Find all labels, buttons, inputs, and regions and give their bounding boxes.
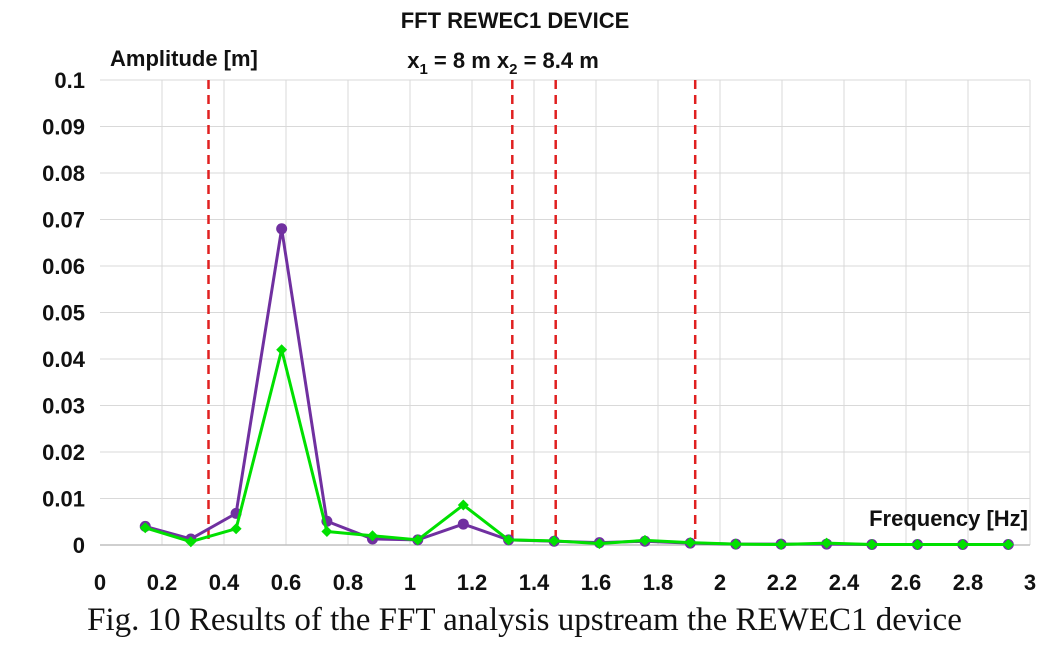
chart-subtitle: x1 = 8 m x2 = 8.4 m <box>407 48 599 78</box>
x-tick-label: 1.2 <box>457 570 488 595</box>
series-2-point <box>412 534 424 546</box>
x-tick-label: 1.8 <box>643 570 674 595</box>
x2-value: = 8.4 m <box>517 48 598 73</box>
y-tick-label: 0.1 <box>54 68 85 93</box>
red-dashed-markers <box>207 80 697 545</box>
x2-symbol: x <box>497 48 510 73</box>
series-2-point <box>139 522 151 534</box>
series-2-point <box>866 539 878 551</box>
y-tick-label: 0.08 <box>42 161 85 186</box>
y-tick-label: 0.05 <box>42 301 85 326</box>
x-tick-label: 0.2 <box>147 570 178 595</box>
x-tick-label: 1.4 <box>519 570 550 595</box>
x-tick-label: 1.6 <box>581 570 612 595</box>
series-2-point <box>639 534 651 546</box>
series-2-point <box>911 539 923 551</box>
series-1-point <box>457 518 469 530</box>
x-tick-label: 3 <box>1024 570 1036 595</box>
series-2-point <box>684 537 696 549</box>
series-2-point <box>775 539 787 551</box>
x1-value: = 8 m <box>428 48 497 73</box>
y-tick-labels: 0 0.01 0.02 0.03 0.04 0.05 0.06 0.07 0.08 0.09 0.1 <box>42 68 86 558</box>
chart-title: FFT REWEC1 DEVICE <box>401 8 630 33</box>
series-1-point <box>276 223 288 235</box>
series-2-point <box>957 539 969 551</box>
fft-chart: 0 0.01 0.02 0.03 0.04 0.05 0.06 0.07 0.08 0.09 0.1… <box>42 8 1036 595</box>
y-tick-label: 0.09 <box>42 115 85 140</box>
series-2-point <box>593 538 605 550</box>
series-2-point <box>366 530 378 542</box>
x-tick-label: 2.6 <box>891 570 922 595</box>
x-tick-label: 0 <box>94 570 106 595</box>
x-tick-label: 2.2 <box>767 570 798 595</box>
y-tick-label: 0.06 <box>42 254 85 279</box>
x-tick-label: 2 <box>714 570 726 595</box>
figure-caption: Fig. 10 Results of the FFT analysis upst… <box>87 602 962 638</box>
y-tick-label: 0.03 <box>42 394 85 419</box>
series-2-line <box>144 348 1009 547</box>
series-group <box>139 223 1014 551</box>
x-tick-labels: 0 0.2 0.4 0.6 0.8 1 1.2 1.4 1.6 1.8 2 2.2 2.4 2.6 2.8 3 <box>94 570 1036 595</box>
series-2-point <box>1002 539 1014 551</box>
x-axis-label: Frequency [Hz] <box>869 506 1028 531</box>
y-axis-label: Amplitude [m] <box>110 46 258 71</box>
series-2-point <box>730 538 742 550</box>
x1-symbol: x <box>407 48 420 73</box>
x1-subscript: 1 <box>419 61 427 78</box>
y-tick-label: 0.02 <box>42 440 85 465</box>
series-2-point <box>548 535 560 547</box>
y-tick-label: 0.04 <box>42 347 86 372</box>
grid-lines <box>100 79 1031 545</box>
x2-subscript: 2 <box>509 61 517 78</box>
series-2-point <box>821 537 833 549</box>
series-2-point <box>230 523 242 535</box>
x-tick-label: 0.4 <box>209 570 240 595</box>
x-tick-label: 2.4 <box>829 570 860 595</box>
x-tick-label: 1 <box>404 570 416 595</box>
series-1-line <box>144 227 1009 547</box>
series-2-point <box>276 344 288 356</box>
y-tick-label: 0.01 <box>42 487 85 512</box>
series-2-point <box>185 536 197 548</box>
series-2-point <box>503 534 515 546</box>
x-tick-label: 2.8 <box>953 570 984 595</box>
series-2-point <box>457 499 469 511</box>
x-tick-label: 0.6 <box>271 570 302 595</box>
series-2-point <box>321 526 333 538</box>
x-tick-label: 0.8 <box>333 570 364 595</box>
y-tick-label: 0 <box>73 533 85 558</box>
y-tick-label: 0.07 <box>42 208 85 233</box>
